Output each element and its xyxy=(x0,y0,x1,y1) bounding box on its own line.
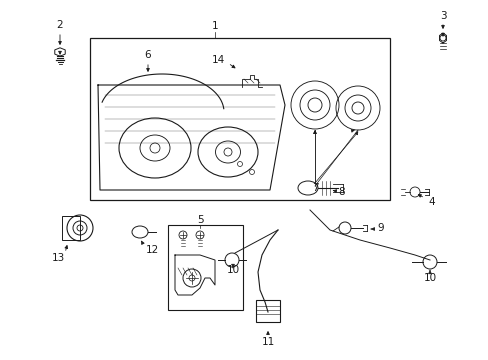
Text: 10: 10 xyxy=(423,273,436,283)
Text: 11: 11 xyxy=(261,337,274,347)
Text: 13: 13 xyxy=(51,253,64,263)
Text: 9: 9 xyxy=(377,223,384,233)
Text: 2: 2 xyxy=(57,20,63,30)
Text: 14: 14 xyxy=(211,55,224,65)
Text: 6: 6 xyxy=(144,50,151,60)
Bar xyxy=(90,38,389,200)
Bar xyxy=(168,225,243,310)
Text: 10: 10 xyxy=(226,265,239,275)
Text: 12: 12 xyxy=(145,245,158,255)
Text: 1: 1 xyxy=(211,21,218,31)
Text: 3: 3 xyxy=(439,11,446,21)
Text: 8: 8 xyxy=(338,187,345,197)
Text: 5: 5 xyxy=(196,215,203,225)
Bar xyxy=(256,300,280,322)
Text: 4: 4 xyxy=(428,197,434,207)
Text: 7: 7 xyxy=(311,183,318,193)
Bar xyxy=(62,216,80,240)
